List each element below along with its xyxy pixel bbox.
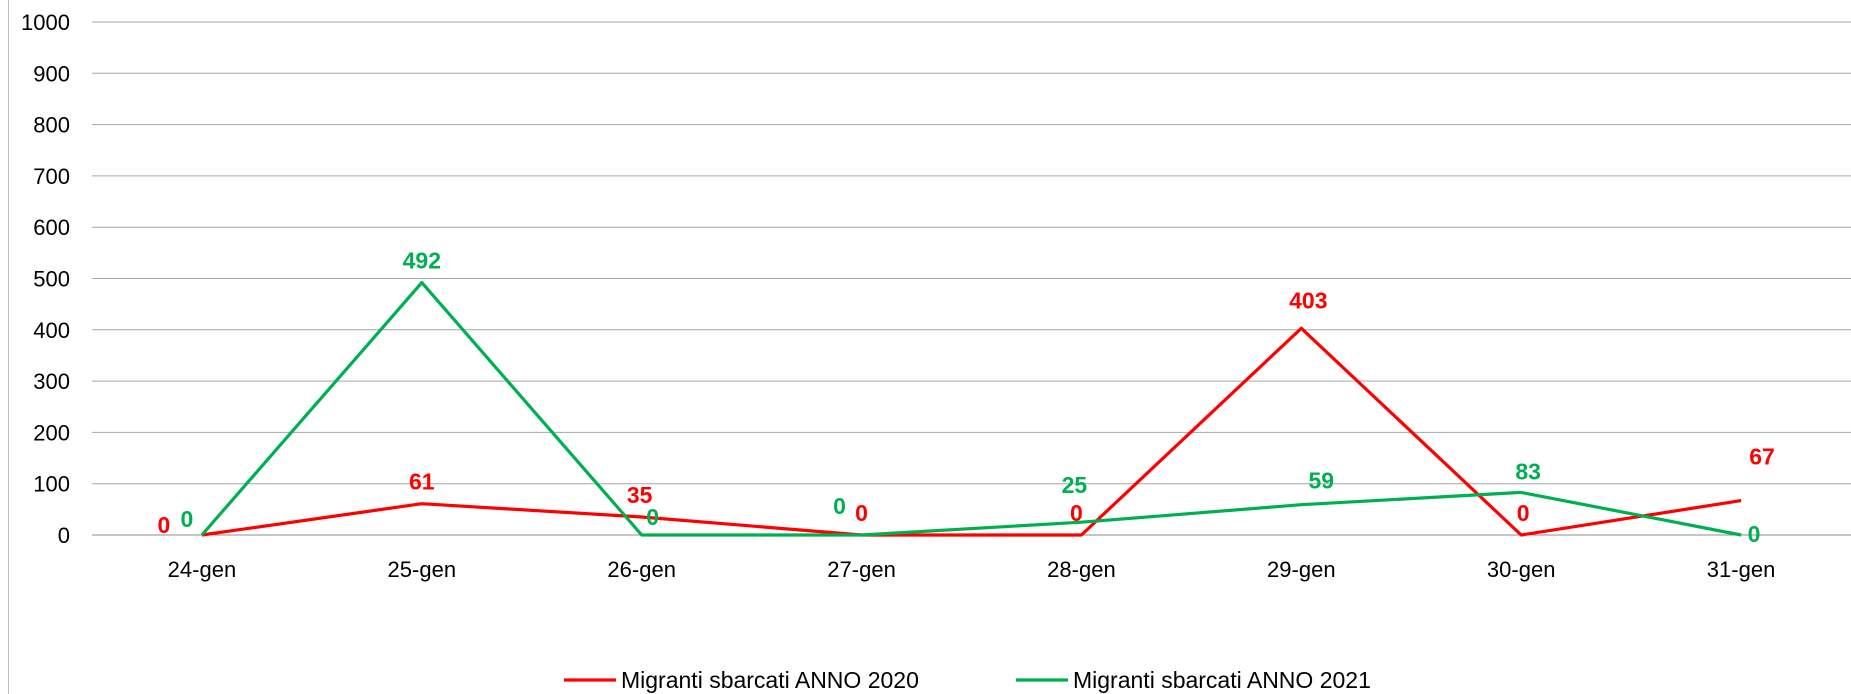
y-tick-label: 400 xyxy=(33,318,70,343)
x-tick-label: 25-gen xyxy=(388,557,457,582)
gridlines xyxy=(92,21,1851,536)
data-label: 0 xyxy=(1070,500,1083,526)
y-tick-label: 100 xyxy=(33,472,70,497)
series-line xyxy=(200,281,1742,537)
x-axis-ticks: 24-gen 25-gen 26-gen 27-gen 28-gen 29-gen 30-g… xyxy=(168,557,1776,582)
series-line xyxy=(201,326,1742,537)
x-tick-label: 28-gen xyxy=(1047,557,1116,582)
legend-label: Migranti sbarcati ANNO 2020 xyxy=(621,667,919,693)
legend: Migranti sbarcati ANNO 2020 Migranti sbar… xyxy=(564,667,1371,693)
y-tick-label: 200 xyxy=(33,420,70,445)
series-lines xyxy=(200,281,1742,537)
data-label: 67 xyxy=(1749,444,1775,470)
data-label: 0 xyxy=(646,504,659,530)
y-tick-label: 800 xyxy=(33,113,70,138)
y-tick-label: 900 xyxy=(33,61,70,86)
data-label: 0 xyxy=(833,493,846,519)
x-tick-label: 26-gen xyxy=(607,557,676,582)
data-label: 0 xyxy=(158,512,171,538)
x-tick-label: 24-gen xyxy=(168,557,237,582)
data-label: 83 xyxy=(1515,458,1541,484)
y-axis-ticks: 0 100 200 300 400 500 600 700 800 900 1000 xyxy=(21,10,70,548)
x-tick-label: 29-gen xyxy=(1267,557,1336,582)
data-label: 0 xyxy=(181,506,194,532)
data-label: 0 xyxy=(1517,500,1530,526)
y-tick-label: 1000 xyxy=(21,10,70,35)
data-label: 35 xyxy=(627,482,653,508)
x-tick-label: 31-gen xyxy=(1707,557,1776,582)
x-tick-label: 30-gen xyxy=(1487,557,1556,582)
y-tick-label: 300 xyxy=(33,369,70,394)
data-label: 0 xyxy=(855,500,868,526)
y-tick-label: 500 xyxy=(33,267,70,292)
data-label: 61 xyxy=(409,469,435,495)
data-label: 492 xyxy=(403,248,441,274)
data-label: 59 xyxy=(1309,468,1335,494)
data-label: 0 xyxy=(1748,521,1761,547)
y-tick-label: 600 xyxy=(33,215,70,240)
x-tick-label: 27-gen xyxy=(827,557,896,582)
y-tick-label: 700 xyxy=(33,164,70,189)
chart-frame-left xyxy=(8,0,9,694)
data-label: 403 xyxy=(1289,287,1327,313)
legend-label: Migranti sbarcati ANNO 2021 xyxy=(1073,667,1371,693)
data-label: 25 xyxy=(1062,472,1088,498)
y-tick-label: 0 xyxy=(58,523,70,548)
